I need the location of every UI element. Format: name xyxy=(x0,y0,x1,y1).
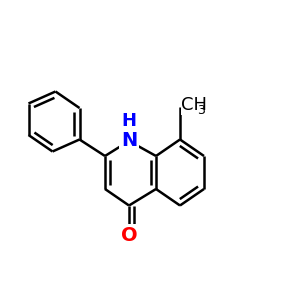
Text: CH: CH xyxy=(182,96,208,114)
Text: 3: 3 xyxy=(197,104,205,118)
Text: O: O xyxy=(121,226,137,245)
Text: H: H xyxy=(122,112,136,130)
Text: N: N xyxy=(121,131,137,151)
